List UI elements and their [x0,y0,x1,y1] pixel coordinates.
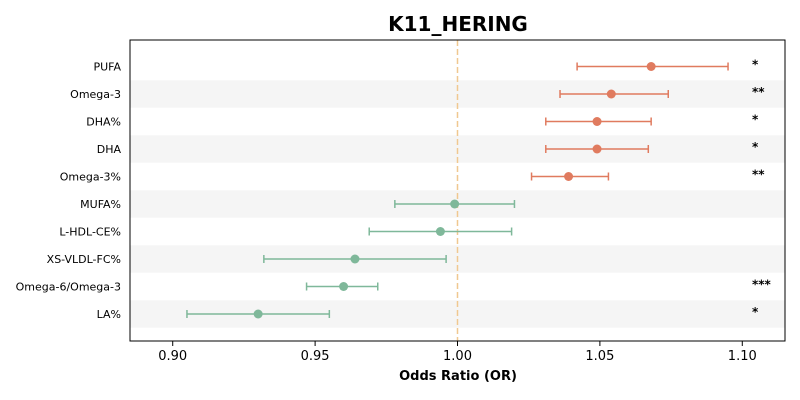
x-tick-label: 1.00 [443,349,472,364]
row-omega-3-: Omega-3% ** [60,168,766,184]
row-label: LA% [97,308,121,321]
significance-label: * [752,58,759,72]
or-point [592,144,602,154]
or-point [450,199,460,209]
row-l-hdl-ce-: L-HDL-CE% [59,226,513,239]
or-point [253,309,263,319]
or-point [339,282,349,291]
significance-label: * [752,140,759,154]
significance-label: * [752,305,759,319]
row-dha: DHA * [97,140,759,156]
x-axis-label: Odds Ratio (OR) [399,369,517,384]
row-xs-vldl-fc-: XS-VLDL-FC% [47,253,447,266]
or-point [606,89,616,99]
significance-label: ** [752,168,765,182]
x-tick-label: 0.95 [301,349,330,364]
row-label: DHA [97,143,122,156]
row-label: Omega-3% [60,171,121,184]
or-point [564,172,574,181]
significance-label: *** [752,278,772,292]
significance-label: * [752,113,759,127]
chart-title: K11_HERING [388,12,528,36]
row-label: Omega-6/Omega-3 [16,281,121,294]
x-tick-label: 1.05 [585,349,614,364]
row-label: L-HDL-CE% [59,226,121,239]
rows: PUFA * Omega-3 ** DHA% * DHA * Omega-3% ** MUFA% L-… [16,58,772,322]
row-label: Omega-3 [70,88,121,101]
or-point [435,227,445,236]
row-omega-6-omega-3: Omega-6/Omega-3 *** [16,278,772,294]
x-tick-label: 1.10 [728,349,757,364]
significance-label: ** [752,85,765,99]
or-point [646,62,656,71]
x-axis: 0.90 0.95 1.00 1.05 1.10 [158,341,757,364]
or-point [350,254,360,264]
row-pufa: PUFA * [93,58,759,74]
row-label: XS-VLDL-FC% [47,253,121,266]
row-mufa-: MUFA% [80,198,516,211]
x-tick-label: 0.90 [158,349,187,364]
row-label: PUFA [93,61,121,74]
row-omega-3: Omega-3 ** [70,85,765,101]
row-label: DHA% [86,116,121,129]
or-point [592,117,602,126]
row-dha-: DHA% * [86,113,759,129]
row-label: MUFA% [80,198,121,211]
row-la-: LA% * [97,305,759,321]
